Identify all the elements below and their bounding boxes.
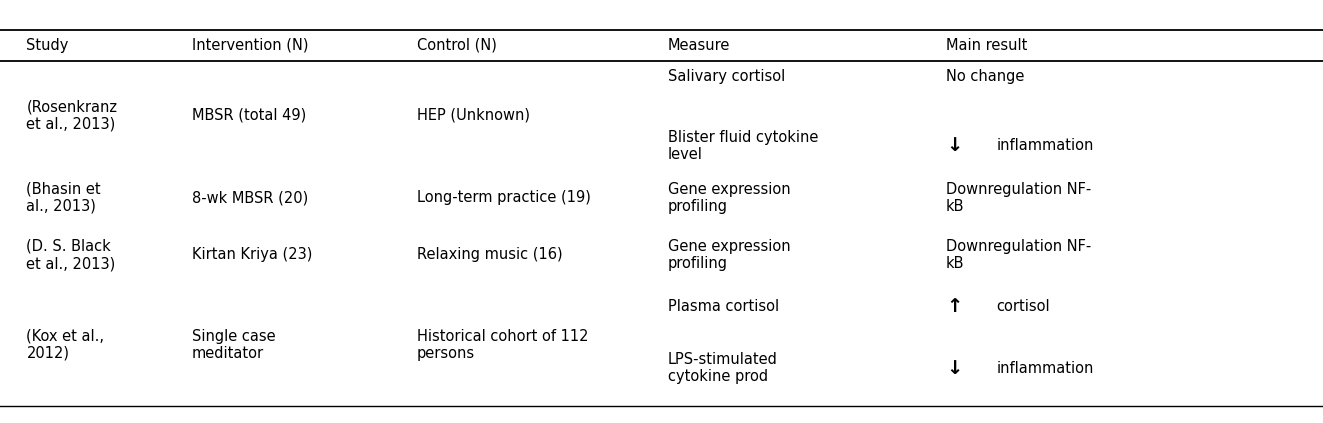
Text: Salivary cortisol: Salivary cortisol (668, 69, 786, 84)
Text: ↓: ↓ (946, 137, 962, 155)
Text: inflammation: inflammation (996, 138, 1094, 154)
Text: (Kox et al.,
2012): (Kox et al., 2012) (26, 329, 105, 361)
Text: MBSR (total 49): MBSR (total 49) (192, 108, 306, 123)
Text: LPS-stimulated
cytokine prod: LPS-stimulated cytokine prod (668, 352, 778, 384)
Text: Relaxing music (16): Relaxing music (16) (417, 247, 562, 262)
Text: 8-wk MBSR (20): 8-wk MBSR (20) (192, 190, 308, 205)
Text: Historical cohort of 112
persons: Historical cohort of 112 persons (417, 329, 589, 361)
Text: Single case
meditator: Single case meditator (192, 329, 275, 361)
Text: (Rosenkranz
et al., 2013): (Rosenkranz et al., 2013) (26, 99, 118, 132)
Text: Plasma cortisol: Plasma cortisol (668, 299, 779, 314)
Text: Study: Study (26, 38, 69, 53)
Text: Blister fluid cytokine
level: Blister fluid cytokine level (668, 130, 819, 162)
Text: Kirtan Kriya (23): Kirtan Kriya (23) (192, 247, 312, 262)
Text: inflammation: inflammation (996, 360, 1094, 376)
Text: cortisol: cortisol (996, 299, 1050, 314)
Text: (Bhasin et
al., 2013): (Bhasin et al., 2013) (26, 181, 101, 214)
Text: Gene expression
profiling: Gene expression profiling (668, 182, 791, 214)
Text: (D. S. Black
et al., 2013): (D. S. Black et al., 2013) (26, 239, 115, 271)
Text: Control (N): Control (N) (417, 38, 496, 53)
Text: No change: No change (946, 69, 1024, 84)
Text: ↑: ↑ (946, 297, 962, 316)
Text: Gene expression
profiling: Gene expression profiling (668, 239, 791, 271)
Text: Long-term practice (19): Long-term practice (19) (417, 190, 590, 205)
Text: Intervention (N): Intervention (N) (192, 38, 308, 53)
Text: Measure: Measure (668, 38, 730, 53)
Text: Downregulation NF-
kB: Downregulation NF- kB (946, 182, 1091, 214)
Text: ↓: ↓ (946, 359, 962, 377)
Text: HEP (Unknown): HEP (Unknown) (417, 108, 529, 123)
Text: Main result: Main result (946, 38, 1028, 53)
Text: Downregulation NF-
kB: Downregulation NF- kB (946, 239, 1091, 271)
